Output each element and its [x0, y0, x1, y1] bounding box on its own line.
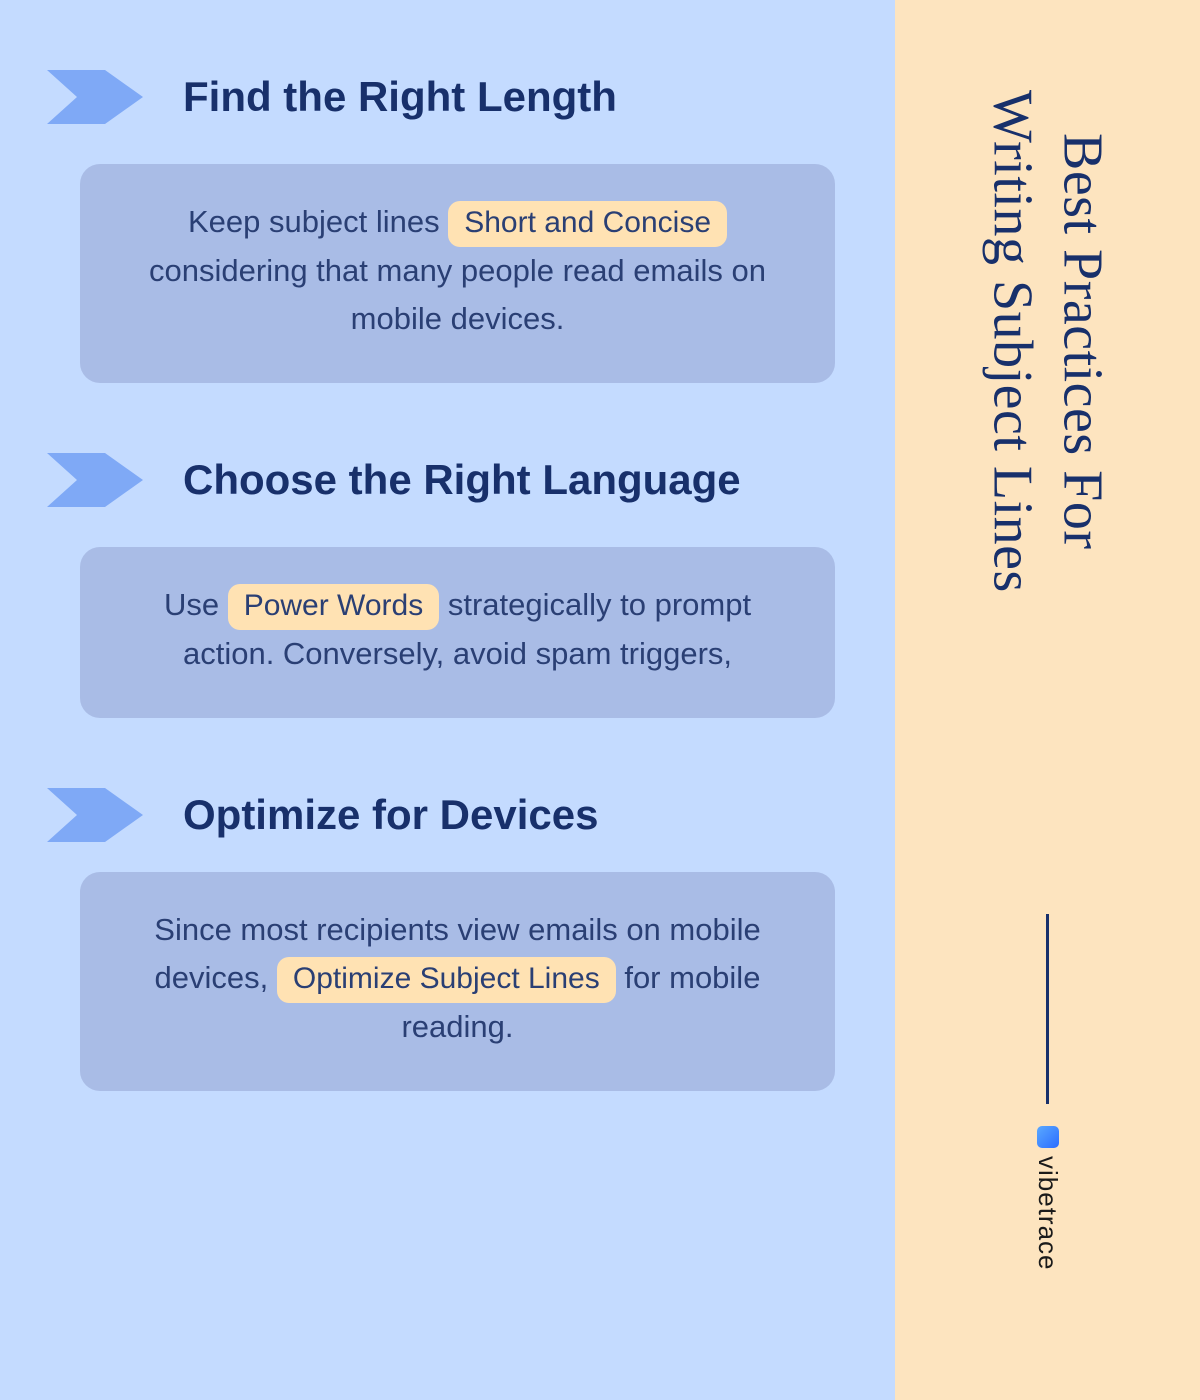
sidebar-title-line1: Best Practices For — [1052, 133, 1114, 549]
section-1-title: Find the Right Length — [183, 71, 617, 124]
section-1-text-pre: Keep subject lines — [188, 204, 448, 239]
arrow-icon — [47, 70, 143, 124]
section-1-pill: Short and Concise — [448, 201, 727, 247]
sidebar-title-line2: Writing Subject Lines — [982, 90, 1044, 593]
section-1: Find the Right Length Keep subject lines… — [45, 70, 835, 383]
section-2-title: Choose the Right Language — [183, 454, 741, 507]
logo-divider — [1046, 914, 1049, 1104]
sidebar-column: Best Practices For Writing Subject Lines… — [895, 0, 1200, 1400]
section-1-header: Find the Right Length — [45, 70, 835, 124]
section-2-card: Use Power Words strategically to prompt … — [80, 547, 835, 718]
section-2-text-pre: Use — [164, 587, 228, 622]
logo-block: vibetrace — [1032, 914, 1063, 1341]
logo-mark-icon — [1037, 1126, 1059, 1148]
sidebar-title: Best Practices For Writing Subject Lines — [978, 90, 1118, 593]
section-1-card: Keep subject lines Short and Concise con… — [80, 164, 835, 383]
logo-text: vibetrace — [1032, 1156, 1063, 1271]
brand-logo: vibetrace — [1032, 1126, 1063, 1271]
arrow-icon — [47, 453, 143, 507]
section-3-card: Since most recipients view emails on mob… — [80, 872, 835, 1091]
section-3-pill: Optimize Subject Lines — [277, 957, 616, 1003]
section-3: Optimize for Devices Since most recipien… — [45, 788, 835, 1091]
main-column: Find the Right Length Keep subject lines… — [0, 0, 895, 1400]
arrow-icon — [47, 788, 143, 842]
section-2: Choose the Right Language Use Power Word… — [45, 453, 835, 718]
section-3-title: Optimize for Devices — [183, 789, 598, 842]
section-1-text-post: considering that many people read emails… — [149, 253, 766, 336]
section-2-pill: Power Words — [228, 584, 440, 630]
section-3-header: Optimize for Devices — [45, 788, 835, 842]
section-2-header: Choose the Right Language — [45, 453, 835, 507]
